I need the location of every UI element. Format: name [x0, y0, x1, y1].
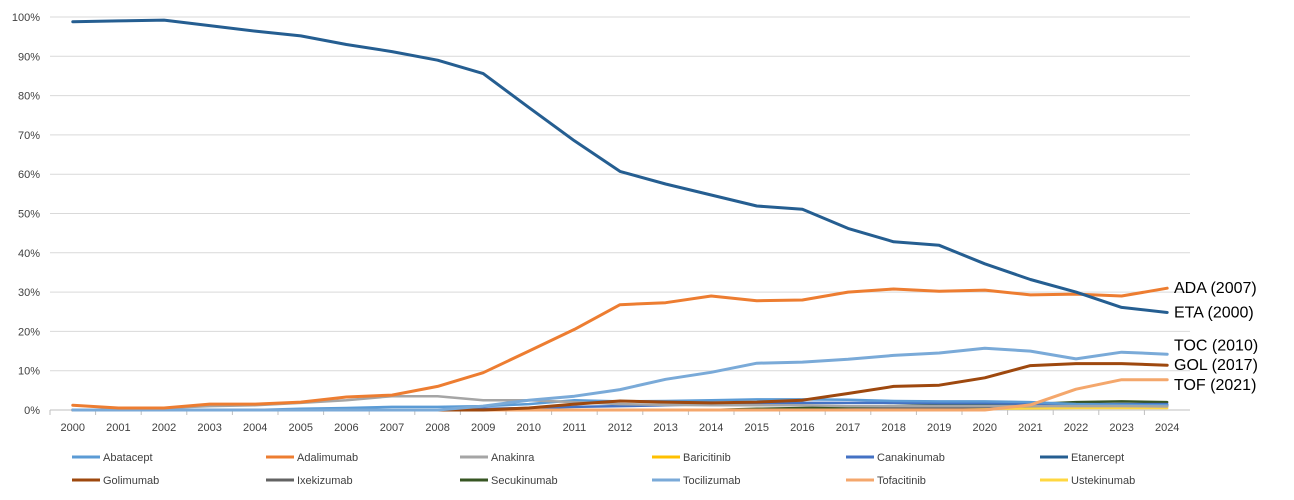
- legend: Abatacept Adalimumab Anakinra Baricitinib Ca…: [72, 452, 1135, 487]
- legend-entry: Tocilizumab: [683, 475, 740, 487]
- gridlines: [50, 16, 1190, 411]
- x-tick-label: 2012: [608, 422, 632, 434]
- x-tick-label: 2024: [1155, 422, 1179, 434]
- annotation-label: ADA (2007): [1174, 280, 1257, 297]
- x-tick-label: 2019: [927, 422, 951, 434]
- annotations: ADA (2007) ETA (2000) TOC (2010) GOL (2017)…: [1174, 280, 1258, 394]
- legend-entry: Etanercept: [1071, 452, 1124, 464]
- legend-entry: Anakinra: [491, 452, 535, 464]
- x-tick-label: 2000: [61, 422, 85, 434]
- x-tick-label: 2008: [425, 422, 449, 434]
- legend-entry: Adalimumab: [297, 452, 358, 464]
- y-tick-label: 20%: [18, 326, 40, 338]
- y-tick-label: 0%: [24, 405, 40, 417]
- annotation-label: TOC (2010): [1174, 338, 1258, 355]
- x-tick-label: 2017: [836, 422, 860, 434]
- series-lines: [71, 18, 1169, 412]
- x-tick-label: 2020: [973, 422, 997, 434]
- x-tick-label: 2018: [881, 422, 905, 434]
- y-tick-label: 60%: [18, 169, 40, 181]
- legend-entry: Ixekizumab: [297, 475, 353, 487]
- x-tick-label: 2013: [653, 422, 677, 434]
- legend-entry: Ustekinumab: [1071, 475, 1135, 487]
- x-tick-label: 2006: [334, 422, 358, 434]
- x-tick-label: 2011: [563, 422, 587, 434]
- legend-entry: Golimumab: [103, 475, 159, 487]
- legend-entry: Canakinumab: [877, 452, 945, 464]
- y-axis-ticks: 0% 10% 20% 30% 40% 50% 60% 70% 80% 90% 100%: [12, 12, 40, 417]
- x-tick-label: 2015: [745, 422, 769, 434]
- y-tick-label: 10%: [18, 366, 40, 378]
- series-line-etanercept: [71, 18, 1169, 314]
- series-line-tocilizumab: [71, 346, 1169, 412]
- y-tick-label: 100%: [12, 12, 40, 24]
- legend-entry: Secukinumab: [491, 475, 558, 487]
- x-tick-label: 2016: [790, 422, 814, 434]
- x-tick-label: 2021: [1018, 422, 1042, 434]
- x-tick-label: 2004: [243, 422, 267, 434]
- x-tick-label: 2010: [517, 422, 541, 434]
- annotation-label: ETA (2000): [1174, 305, 1254, 322]
- x-tick-label: 2023: [1109, 422, 1133, 434]
- x-tick-label: 2002: [152, 422, 176, 434]
- x-tick-label: 2005: [289, 422, 313, 434]
- y-tick-label: 80%: [18, 91, 40, 103]
- legend-entry: Baricitinib: [683, 452, 731, 464]
- x-tick-label: 2001: [106, 422, 130, 434]
- x-tick-label: 2022: [1064, 422, 1088, 434]
- x-tick-label: 2007: [380, 422, 404, 434]
- annotation-label: TOF (2021): [1174, 377, 1256, 394]
- y-tick-label: 50%: [18, 209, 40, 221]
- x-axis-ticks: 2000 2001 2002 2003 2004 2005 2006 2007 2008 2009…: [49, 410, 1179, 434]
- x-tick-label: 2014: [699, 422, 723, 434]
- y-tick-label: 90%: [18, 51, 40, 63]
- legend-entry: Tofacitinib: [877, 475, 926, 487]
- y-tick-label: 70%: [18, 130, 40, 142]
- annotation-label: GOL (2017): [1174, 357, 1258, 374]
- legend-entry: Abatacept: [103, 452, 153, 464]
- series-line-adalimumab: [71, 286, 1169, 410]
- x-tick-label: 2003: [197, 422, 221, 434]
- y-tick-label: 40%: [18, 248, 40, 260]
- x-tick-label: 2009: [471, 422, 495, 434]
- y-tick-label: 30%: [18, 287, 40, 299]
